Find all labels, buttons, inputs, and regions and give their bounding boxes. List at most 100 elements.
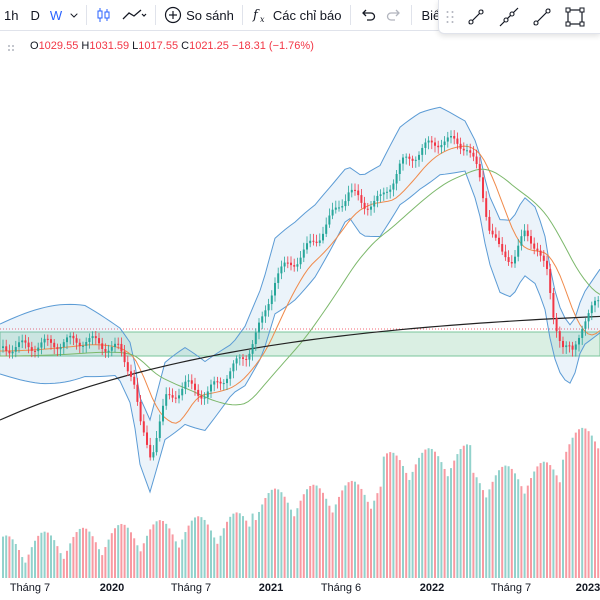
interval-w[interactable]: W — [49, 7, 63, 23]
volume-bar — [501, 466, 504, 578]
volume-bar — [62, 558, 65, 578]
candle-body — [504, 251, 507, 258]
volume-bar — [283, 496, 286, 578]
candle-body — [85, 341, 88, 346]
volume-bar — [539, 463, 542, 578]
volume-bar — [206, 524, 209, 578]
volume-bar — [514, 473, 516, 578]
candle-body — [229, 371, 232, 379]
candle-body — [187, 380, 190, 382]
trend-line-icon[interactable] — [465, 6, 487, 28]
volume-bar — [178, 547, 180, 578]
candle-body — [146, 432, 148, 445]
candle-body — [459, 143, 462, 149]
volume-bar — [565, 451, 568, 578]
volume-bar — [571, 437, 574, 578]
line-style-button[interactable] — [117, 0, 151, 31]
volume-bar — [574, 432, 577, 578]
volume-bar — [5, 535, 8, 578]
candle-body — [277, 273, 280, 283]
volume-bar — [203, 519, 206, 578]
candle-body — [491, 230, 494, 235]
volume-bar — [408, 479, 411, 578]
volume-bar — [136, 545, 139, 578]
legend-drag-icon[interactable] — [6, 43, 16, 53]
volume-bar — [469, 445, 472, 578]
candle-body — [178, 395, 180, 399]
volume-bar — [370, 508, 372, 578]
volume-bar — [72, 536, 75, 578]
price-chart[interactable] — [0, 0, 600, 578]
candle-body — [360, 195, 363, 203]
volume-bar — [523, 493, 526, 578]
volume-bar — [315, 485, 318, 578]
volume-bar — [123, 524, 126, 578]
drag-handle-icon[interactable] — [445, 9, 455, 25]
candle-body — [66, 337, 68, 343]
extended-line-icon[interactable] — [531, 6, 553, 28]
volume-bar — [264, 498, 267, 578]
volume-bar — [8, 536, 11, 578]
interval-1h[interactable]: 1h — [4, 7, 19, 23]
candle-body — [24, 340, 27, 343]
interval-d[interactable]: D — [30, 7, 40, 23]
interval-dropdown[interactable] — [66, 0, 82, 31]
chevron-down-icon — [70, 13, 78, 18]
candle-body — [206, 391, 209, 398]
volume-bar — [590, 435, 593, 578]
candle-body — [363, 202, 366, 209]
volume-bar — [286, 502, 289, 578]
compare-button[interactable]: So sánh — [160, 0, 238, 31]
candle-body — [574, 344, 577, 350]
candle-body — [571, 345, 574, 350]
volume-bar — [363, 494, 366, 578]
volume-bar — [242, 516, 244, 578]
candle-body — [219, 381, 222, 384]
volume-bar — [456, 454, 459, 578]
candle-body — [517, 245, 520, 257]
candle-body — [386, 191, 388, 193]
volume-bar — [555, 475, 558, 578]
indicators-button[interactable]: f x Các chỉ báo — [247, 0, 346, 31]
candle-body — [434, 142, 436, 146]
candle-body — [34, 350, 36, 352]
undo-button[interactable] — [355, 0, 381, 31]
volume-bar — [174, 541, 177, 578]
toolbar-divider — [410, 5, 412, 25]
volume-bar — [338, 496, 340, 578]
volume-bar — [222, 528, 225, 578]
candle-body — [402, 157, 404, 164]
volume-bar — [328, 505, 331, 578]
volume-bar — [254, 520, 257, 578]
volume-bar — [581, 427, 584, 578]
candle-body — [245, 358, 248, 360]
candle-body — [590, 305, 593, 314]
candles-icon — [97, 8, 110, 22]
candle-body — [379, 194, 382, 196]
ray-icon[interactable] — [498, 6, 520, 28]
volume-bar — [312, 484, 315, 578]
candle-body — [344, 201, 347, 207]
time-axis[interactable]: Tháng 7 2020 Tháng 7 2021 Tháng 6 2022 T… — [0, 578, 600, 600]
volume-bar — [293, 516, 296, 578]
candle-body — [446, 137, 449, 142]
volume-bar — [376, 493, 379, 578]
candle-body — [69, 335, 72, 338]
candle-body — [168, 394, 171, 396]
volume-bar — [66, 550, 68, 578]
candle-body — [171, 395, 174, 398]
volume-bar — [37, 535, 40, 578]
candle-body — [117, 343, 120, 345]
chart-type-button[interactable] — [91, 0, 117, 31]
rectangle-icon[interactable] — [564, 6, 586, 28]
volume-bar — [200, 517, 203, 578]
candle-body — [488, 216, 491, 231]
redo-button[interactable] — [381, 0, 407, 31]
volume-bar — [43, 531, 46, 578]
candle-body — [472, 152, 475, 157]
candle-body — [21, 340, 24, 343]
volume-bar — [309, 486, 312, 578]
volume-bar — [30, 547, 33, 578]
volume-bar — [2, 536, 4, 578]
bollinger-lower — [0, 170, 600, 494]
